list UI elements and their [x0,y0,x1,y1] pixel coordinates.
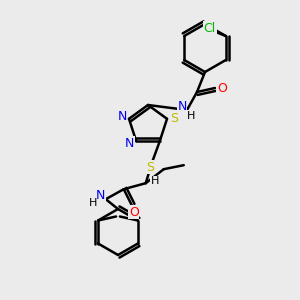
Text: H: H [151,176,159,186]
Text: S: S [146,161,154,174]
Text: O: O [217,82,227,94]
Text: N: N [117,110,127,123]
Text: H: H [187,111,195,121]
Text: S: S [170,112,178,125]
Text: H: H [88,198,97,208]
Text: Cl: Cl [204,22,216,34]
Text: N: N [177,100,187,113]
Text: O: O [129,206,139,219]
Text: N: N [124,137,134,150]
Text: N: N [96,189,105,202]
